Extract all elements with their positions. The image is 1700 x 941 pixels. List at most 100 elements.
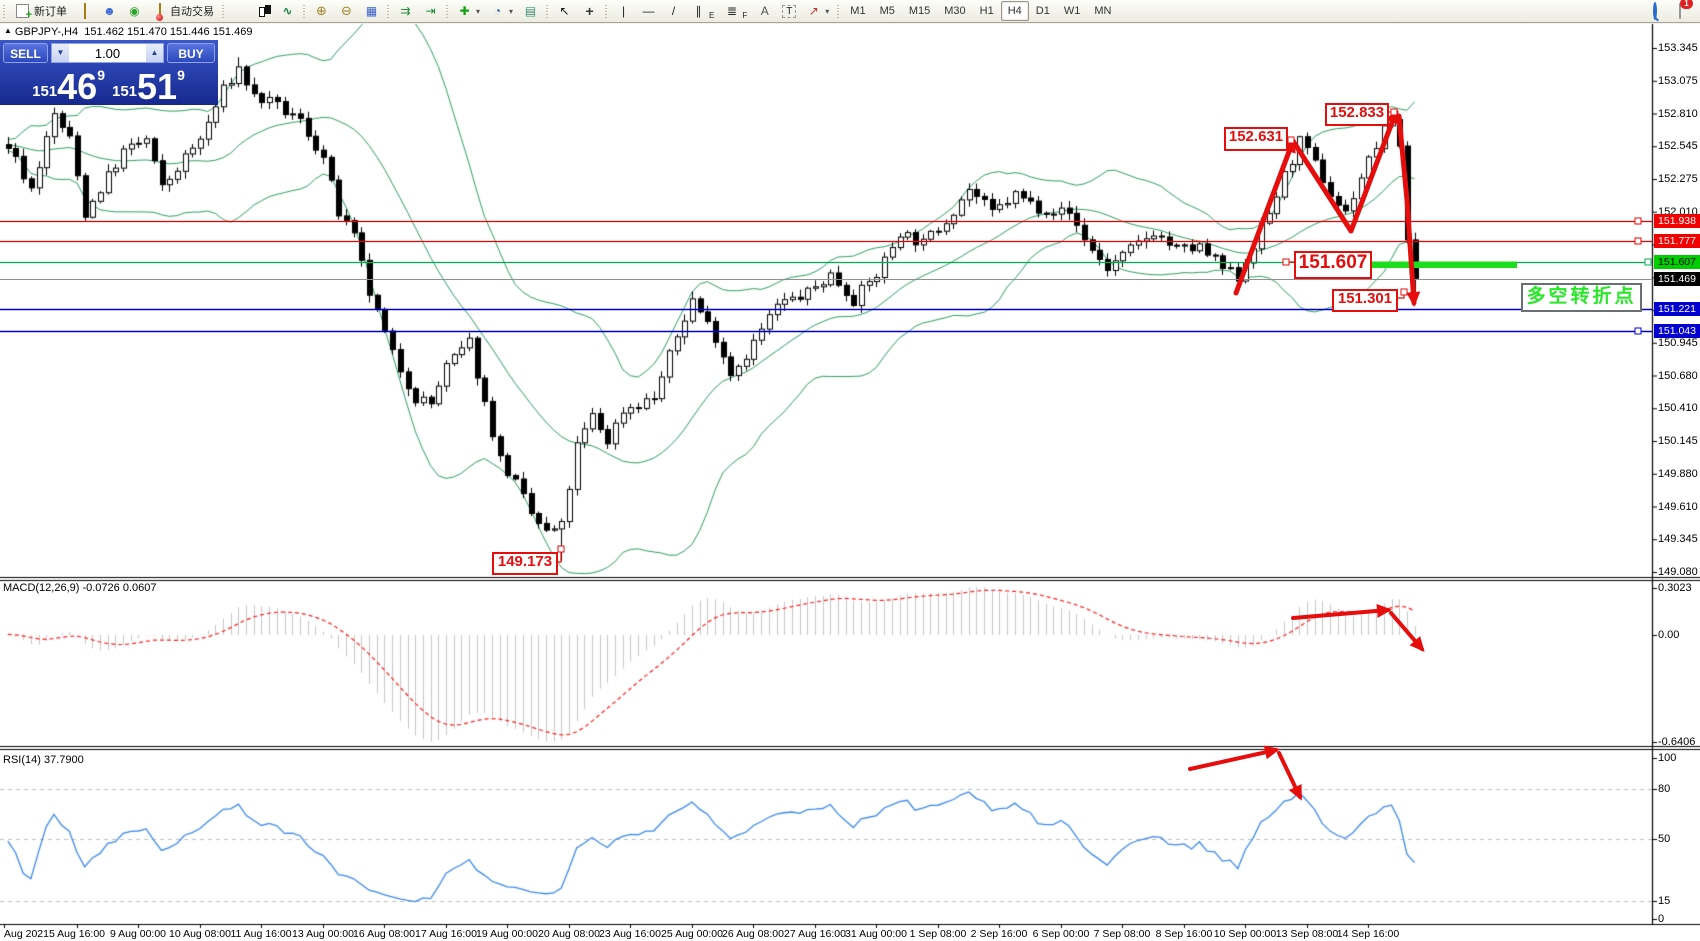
templates-button[interactable]: ▤: [518, 0, 543, 22]
auto-trading-button[interactable]: 自动交易: [147, 0, 219, 22]
text-icon: A: [760, 4, 769, 18]
periods-button[interactable]: ◔ ▾: [485, 0, 518, 22]
buy-price-head: 151: [112, 83, 138, 100]
toolbar-grip[interactable]: [544, 3, 552, 19]
zoom-out-button[interactable]: ⊖: [334, 0, 359, 22]
vertical-line-button[interactable]: |: [611, 0, 636, 22]
tile-windows-button[interactable]: ▦: [359, 0, 384, 22]
sell-price-sup: 9: [97, 67, 105, 83]
buy-price-display[interactable]: 151 51 9: [110, 65, 216, 105]
new-order-label: 新订单: [34, 6, 67, 18]
volume-input[interactable]: [69, 44, 146, 62]
gold-icon: [83, 3, 86, 19]
tab-timeframe-mn[interactable]: MN: [1094, 5, 1112, 17]
cursor-button[interactable]: ↖: [552, 0, 577, 22]
volume-increase-button[interactable]: ▲: [146, 44, 163, 62]
channel-icon: ∥: [695, 4, 702, 18]
cursor-icon: ↖: [559, 4, 570, 18]
search-icon: [1652, 2, 1657, 20]
search-button[interactable]: [1642, 0, 1667, 22]
tile-windows-icon: ▦: [365, 4, 378, 18]
volume-decrease-button[interactable]: ▼: [52, 44, 69, 62]
toolbar-grip[interactable]: [603, 3, 611, 19]
auto-trading-label: 自动交易: [170, 6, 214, 18]
crosshair-button[interactable]: +: [577, 0, 602, 22]
buy-button[interactable]: BUY: [167, 43, 215, 63]
candlestick-button[interactable]: [253, 0, 275, 22]
horizontal-line-icon: —: [642, 4, 655, 18]
note-box[interactable]: 多空转折点: [1521, 283, 1642, 312]
sell-button[interactable]: SELL: [3, 43, 48, 63]
sell-price-head: 151: [32, 83, 58, 100]
auto-trading-icon: [158, 3, 161, 19]
macd-indicator-label: MACD(12,26,9) -0.0726 0.0607: [3, 582, 157, 594]
main-toolbar: 新订单 ☻ ◉ 自动交易 ∿ ⊕ ⊖: [0, 0, 1700, 23]
equidistant-channel-button[interactable]: ∥ E: [686, 0, 719, 22]
toolbar-grip[interactable]: [385, 3, 392, 19]
crosshair-icon: +: [585, 3, 594, 19]
tab-timeframe-d1[interactable]: D1: [1035, 5, 1050, 17]
chevron-down-icon: ▾: [509, 6, 514, 16]
line-chart-icon: ∿: [282, 4, 293, 18]
chevron-down-icon: ▾: [825, 6, 830, 16]
zoom-in-button[interactable]: ⊕: [309, 0, 334, 22]
chevron-down-icon: ▾: [476, 6, 481, 16]
profile-button[interactable]: ☻: [97, 0, 122, 22]
tab-timeframe-m5[interactable]: M5: [879, 5, 895, 17]
sell-price-big: 46: [57, 66, 98, 107]
template-icon: ▤: [524, 4, 537, 18]
tab-timeframe-h1[interactable]: H1: [979, 5, 994, 17]
channel-suffix: E: [709, 11, 715, 20]
signals-icon: ◉: [129, 4, 140, 18]
toolbar-grip[interactable]: [444, 3, 451, 19]
indicators-icon: ✚: [459, 4, 470, 18]
toolbar-grip[interactable]: [301, 3, 308, 19]
deposit-button[interactable]: [72, 0, 97, 22]
triangle-icon: ▲: [4, 26, 12, 35]
buy-price-big: 51: [137, 66, 178, 107]
line-chart-button[interactable]: ∿: [275, 0, 300, 22]
sell-price-display[interactable]: 151 46 9: [2, 65, 107, 105]
tab-timeframe-m15[interactable]: M15: [908, 5, 931, 17]
note-text: 多空转折点: [1526, 286, 1637, 307]
toolbar-grip[interactable]: [835, 3, 843, 19]
toolbar-grip[interactable]: [220, 3, 227, 19]
rsi-indicator-label: RSI(14) 37.7900: [3, 754, 84, 766]
fibonacci-icon: ≣: [726, 4, 737, 18]
tab-timeframe-w1[interactable]: W1: [1063, 5, 1081, 17]
arrows-tool-icon: ↗: [808, 4, 819, 18]
tab-timeframe-h4[interactable]: H4: [1000, 1, 1029, 21]
new-order-button[interactable]: 新订单: [9, 0, 72, 22]
trendline-button[interactable]: /: [661, 0, 686, 22]
buy-price-sup: 9: [177, 67, 185, 83]
volume-stepper: ▼ ▲: [51, 43, 164, 63]
text-button[interactable]: A: [752, 0, 777, 22]
auto-scroll-icon: ⇉: [400, 4, 411, 18]
zoom-out-icon: ⊖: [341, 3, 352, 18]
tab-timeframe-m1[interactable]: M1: [850, 5, 866, 17]
arrows-tool-button[interactable]: ↗ ▾: [801, 0, 834, 22]
bar-chart-button[interactable]: [228, 0, 253, 22]
chart-shift-button[interactable]: ⇥: [418, 0, 443, 22]
clock-icon: ◔: [493, 4, 502, 18]
symbol-info-bar: ▲ GBPJPY-,H4 151.462 151.470 151.446 151.…: [4, 26, 252, 38]
text-label-button[interactable]: T: [777, 0, 801, 22]
fibonacci-button[interactable]: ≣ F: [719, 0, 752, 22]
chart-shift-icon: ⇥: [425, 4, 436, 18]
auto-scroll-button[interactable]: ⇉: [393, 0, 418, 22]
one-click-trade-panel: SELL ▼ ▲ BUY 151 46 9 151 51 9: [0, 40, 218, 105]
zoom-in-icon: ⊕: [316, 3, 327, 18]
toolbar-grip[interactable]: [1, 3, 8, 19]
vertical-line-icon: |: [621, 4, 626, 18]
tab-timeframe-m30[interactable]: M30: [944, 5, 966, 17]
indicators-button[interactable]: ✚ ▾: [452, 0, 485, 22]
profile-icon: ☻: [103, 4, 116, 18]
new-order-icon: [16, 4, 32, 22]
symbol-ohlc: 151.462 151.470 151.446 151.469: [84, 26, 253, 38]
horizontal-line-button[interactable]: —: [636, 0, 661, 22]
signals-button[interactable]: ◉: [122, 0, 147, 22]
notifications-button[interactable]: 1: [1667, 0, 1693, 22]
trendline-icon: /: [671, 4, 676, 18]
